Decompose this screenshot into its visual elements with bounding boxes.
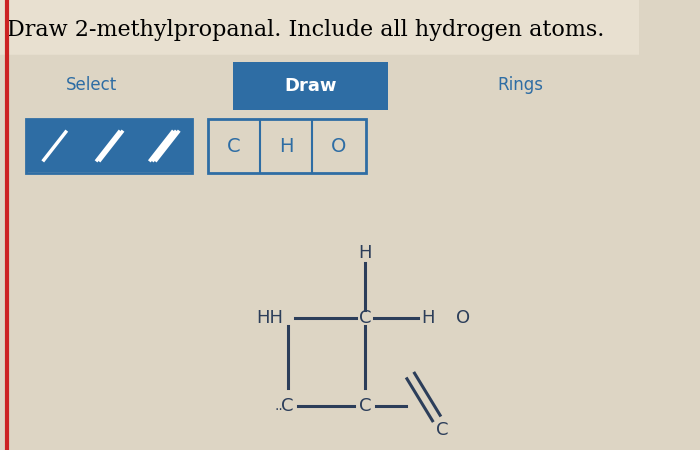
Text: H: H — [421, 309, 435, 327]
Text: C: C — [359, 397, 371, 415]
Text: C: C — [436, 421, 449, 439]
Text: C: C — [359, 309, 371, 327]
Text: Select: Select — [66, 76, 117, 94]
Text: O: O — [330, 136, 346, 156]
Bar — [27, 120, 82, 172]
Bar — [0, 0, 639, 55]
Text: O: O — [456, 309, 470, 327]
Text: HH: HH — [256, 309, 283, 327]
Text: H: H — [279, 136, 293, 156]
Text: H: H — [358, 244, 372, 262]
Bar — [82, 120, 137, 172]
Text: Rings: Rings — [497, 76, 543, 94]
Text: Draw: Draw — [284, 77, 337, 95]
Bar — [233, 62, 388, 110]
Bar — [137, 120, 192, 172]
Text: C: C — [228, 136, 241, 156]
Bar — [208, 119, 366, 173]
Text: C: C — [281, 397, 294, 415]
Text: ..: .. — [274, 399, 283, 413]
Bar — [0, 55, 639, 115]
Text: Draw 2-methylpropanal. Include all hydrogen atoms.: Draw 2-methylpropanal. Include all hydro… — [7, 19, 605, 41]
Bar — [26, 119, 192, 173]
